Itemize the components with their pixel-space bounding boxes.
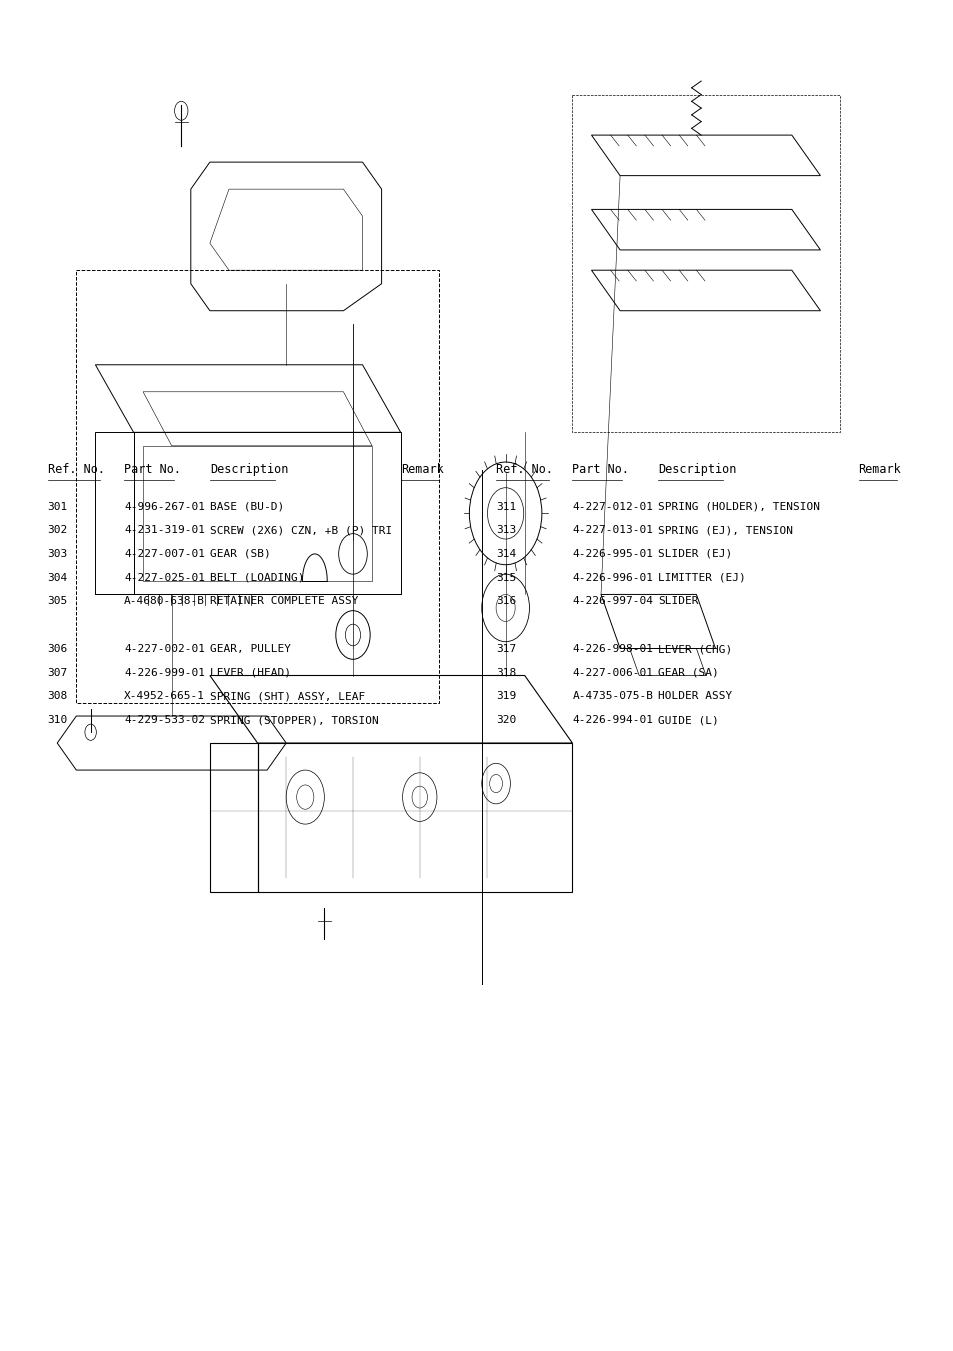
Text: 316: 316 — [496, 596, 516, 607]
Text: SPRING (EJ), TENSION: SPRING (EJ), TENSION — [658, 526, 793, 535]
Text: 4-227-002-01: 4-227-002-01 — [124, 644, 205, 654]
Text: SCREW (2X6) CZN, +B (P) TRI: SCREW (2X6) CZN, +B (P) TRI — [210, 526, 392, 535]
Text: SLIDER (EJ): SLIDER (EJ) — [658, 549, 732, 559]
Text: 314: 314 — [496, 549, 516, 559]
Text: X-4952-665-1: X-4952-665-1 — [124, 692, 205, 701]
Text: 4-231-319-01: 4-231-319-01 — [124, 526, 205, 535]
Text: 320: 320 — [496, 715, 516, 725]
Text: 318: 318 — [496, 667, 516, 678]
Text: 317: 317 — [496, 644, 516, 654]
Text: SPRING (SHT) ASSY, LEAF: SPRING (SHT) ASSY, LEAF — [210, 692, 365, 701]
Text: 4-227-006-01: 4-227-006-01 — [572, 667, 653, 678]
Text: SPRING (HOLDER), TENSION: SPRING (HOLDER), TENSION — [658, 501, 820, 512]
Text: 4-226-998-01: 4-226-998-01 — [572, 644, 653, 654]
Text: BELT (LOADING): BELT (LOADING) — [210, 573, 304, 582]
Text: Description: Description — [658, 462, 736, 476]
Text: GEAR (SA): GEAR (SA) — [658, 667, 719, 678]
Text: 4-226-997-04: 4-226-997-04 — [572, 596, 653, 607]
Text: 4-226-995-01: 4-226-995-01 — [572, 549, 653, 559]
Text: SLIDER: SLIDER — [658, 596, 698, 607]
Text: Ref. No.: Ref. No. — [48, 462, 105, 476]
Text: LEVER (CHG): LEVER (CHG) — [658, 644, 732, 654]
Text: 315: 315 — [496, 573, 516, 582]
Text: 304: 304 — [48, 573, 68, 582]
Text: 305: 305 — [48, 596, 68, 607]
Text: 311: 311 — [496, 501, 516, 512]
Text: Part No.: Part No. — [124, 462, 181, 476]
Text: 310: 310 — [48, 715, 68, 725]
Text: 301: 301 — [48, 501, 68, 512]
Text: A-4735-075-B: A-4735-075-B — [572, 692, 653, 701]
Text: GEAR, PULLEY: GEAR, PULLEY — [210, 644, 291, 654]
Text: 4-226-996-01: 4-226-996-01 — [572, 573, 653, 582]
Text: GUIDE (L): GUIDE (L) — [658, 715, 719, 725]
Text: RETAINER COMPLETE ASSY: RETAINER COMPLETE ASSY — [210, 596, 358, 607]
Text: A-4680-638-B: A-4680-638-B — [124, 596, 205, 607]
Text: 303: 303 — [48, 549, 68, 559]
Text: Remark: Remark — [400, 462, 443, 476]
Text: LEVER (HEAD): LEVER (HEAD) — [210, 667, 291, 678]
Text: 4-227-007-01: 4-227-007-01 — [124, 549, 205, 559]
Text: Ref. No.: Ref. No. — [496, 462, 553, 476]
Text: 4-227-012-01: 4-227-012-01 — [572, 501, 653, 512]
Text: SPRING (STOPPER), TORSION: SPRING (STOPPER), TORSION — [210, 715, 378, 725]
Text: HOLDER ASSY: HOLDER ASSY — [658, 692, 732, 701]
Text: 302: 302 — [48, 526, 68, 535]
Text: 308: 308 — [48, 692, 68, 701]
Text: 4-226-999-01: 4-226-999-01 — [124, 667, 205, 678]
Text: 306: 306 — [48, 644, 68, 654]
Text: 4-226-994-01: 4-226-994-01 — [572, 715, 653, 725]
Text: 4-227-025-01: 4-227-025-01 — [124, 573, 205, 582]
Text: 313: 313 — [496, 526, 516, 535]
Text: 4-229-533-02: 4-229-533-02 — [124, 715, 205, 725]
Text: LIMITTER (EJ): LIMITTER (EJ) — [658, 573, 745, 582]
Text: 4-227-013-01: 4-227-013-01 — [572, 526, 653, 535]
Text: 307: 307 — [48, 667, 68, 678]
Text: BASE (BU-D): BASE (BU-D) — [210, 501, 284, 512]
Text: Description: Description — [210, 462, 288, 476]
Text: GEAR (SB): GEAR (SB) — [210, 549, 271, 559]
Text: 4-996-267-01: 4-996-267-01 — [124, 501, 205, 512]
Text: Remark: Remark — [858, 462, 901, 476]
Text: Part No.: Part No. — [572, 462, 629, 476]
Text: 319: 319 — [496, 692, 516, 701]
